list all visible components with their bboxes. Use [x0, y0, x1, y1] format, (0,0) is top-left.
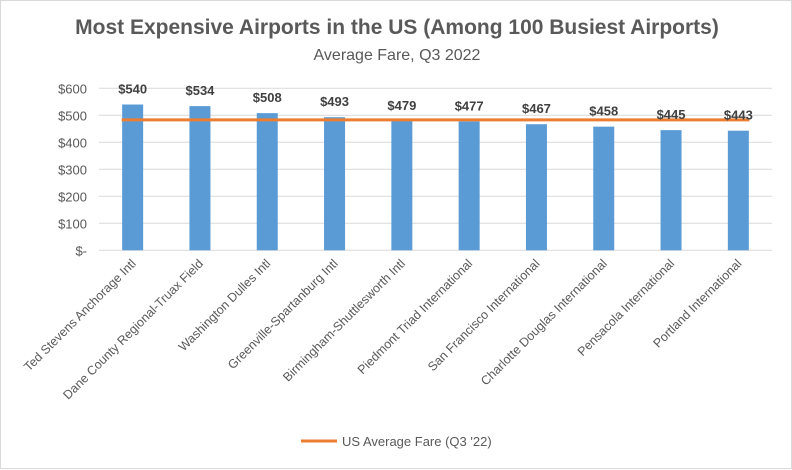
bar	[189, 106, 211, 251]
bar	[391, 120, 413, 251]
data-label: $467	[522, 101, 551, 116]
bar	[324, 117, 346, 251]
chart-title: Most Expensive Airports in the US (Among…	[75, 16, 719, 39]
category-label: Birmingham-Shuttlesworth Intl	[280, 257, 408, 385]
data-label: $508	[253, 90, 282, 105]
bar	[593, 126, 615, 251]
category-label: Ted Stevens Anchorage Intl	[21, 257, 139, 375]
data-label: $534	[185, 83, 215, 98]
category-label: Piedmont Triad International	[355, 257, 475, 377]
bar	[458, 121, 480, 251]
y-tick-label: $600	[58, 81, 87, 96]
data-label: $445	[657, 107, 686, 122]
chart-subtitle: Average Fare, Q3 2022	[314, 47, 481, 64]
bar	[122, 104, 144, 251]
data-label: $479	[387, 98, 416, 113]
y-tick-label: $200	[58, 189, 87, 204]
bar	[256, 113, 278, 251]
bar	[727, 130, 749, 251]
category-label: Greenville-Spartanburg Intl	[225, 257, 341, 373]
legend-label: US Average Fare (Q3 '22)	[342, 434, 492, 449]
bar	[525, 124, 547, 251]
y-tick-label: $100	[58, 216, 87, 231]
y-tick-label: $300	[58, 162, 87, 177]
category-label: San Francisco International	[425, 257, 543, 375]
category-label: Charlotte Douglas International	[478, 257, 610, 389]
category-label: Dane County Regional-Truax Field	[60, 256, 206, 402]
data-label: $493	[320, 94, 349, 109]
bar	[660, 130, 682, 251]
data-label: $443	[724, 108, 753, 123]
data-label: $540	[118, 82, 147, 97]
y-tick-label: $-	[75, 243, 87, 258]
y-tick-label: $400	[58, 135, 87, 150]
data-label: $458	[589, 104, 618, 119]
y-tick-label: $500	[58, 108, 87, 123]
legend: US Average Fare (Q3 '22)	[301, 434, 492, 449]
data-label: $477	[455, 99, 484, 114]
